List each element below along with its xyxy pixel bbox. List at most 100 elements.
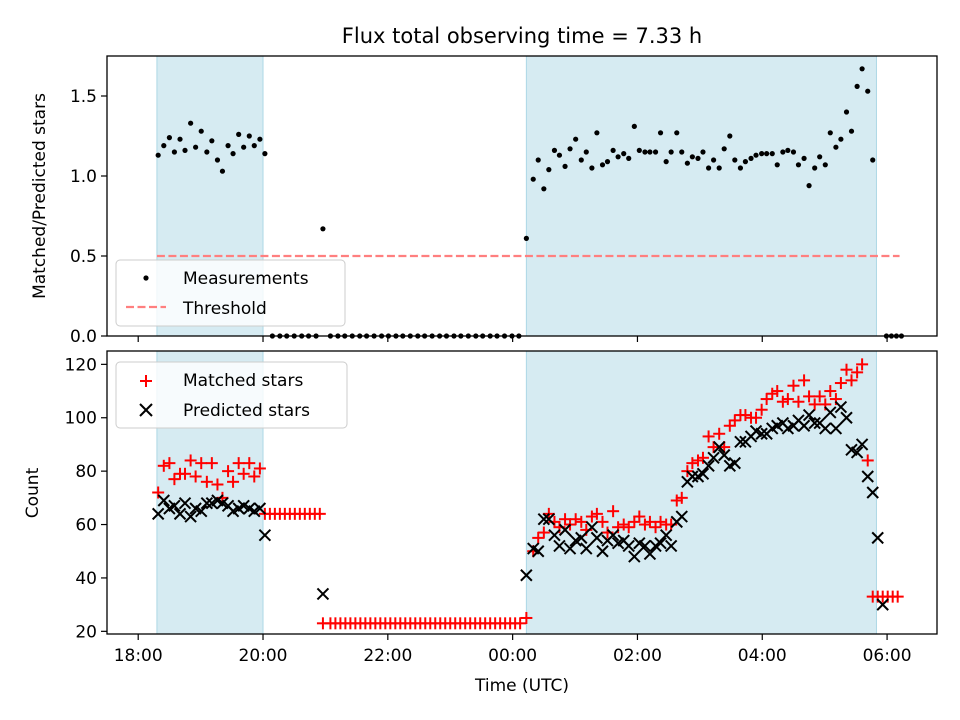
matched-star-point <box>195 457 208 470</box>
measurement-point <box>621 151 627 157</box>
predicted-star-point <box>808 416 821 430</box>
matched-star-point <box>222 465 235 478</box>
matched-star-point <box>728 414 741 427</box>
measurement-point <box>556 152 563 158</box>
matched-star-point <box>211 478 224 491</box>
predicted-star-point <box>675 510 688 523</box>
top-y-tick-label: 0.0 <box>70 327 97 347</box>
predicted-star-point <box>178 496 192 510</box>
matched-star-point <box>891 590 904 603</box>
predicted-star-point <box>596 545 609 558</box>
measurement-point <box>859 66 865 72</box>
measurement-point <box>230 151 236 157</box>
matched-star-point <box>840 363 853 376</box>
measurement-point <box>732 157 738 163</box>
matched-star-point <box>856 358 869 371</box>
matched-star-point <box>707 441 720 454</box>
matched-star-point <box>184 454 197 467</box>
measurement-point <box>594 130 600 136</box>
measurement-point <box>551 147 558 153</box>
matched-star-point <box>205 457 218 470</box>
matched-star-point <box>750 411 763 424</box>
predicted-star-point <box>195 504 208 518</box>
predicted-star-point <box>728 456 742 470</box>
measurement-point <box>198 128 204 134</box>
measurement-point <box>535 157 541 163</box>
bottom-y-tick-label: 120 <box>65 355 97 375</box>
bottom-y-tick-label: 80 <box>75 462 97 482</box>
measurement-point <box>626 155 632 161</box>
measurement-point <box>578 157 584 163</box>
measurement-point <box>636 147 642 153</box>
matched-star-point <box>861 454 874 467</box>
predicted-legend-label: Predicted stars <box>183 401 310 421</box>
predicted-star-point <box>755 427 768 440</box>
matched-star-point <box>755 403 768 416</box>
predicted-star-point <box>734 435 747 448</box>
matched-star-point <box>179 467 192 480</box>
measurement-point <box>562 163 568 169</box>
predicted-star-point <box>824 406 837 419</box>
measurement-point <box>759 151 765 157</box>
predicted-star-point <box>532 545 545 558</box>
measurement-point <box>236 131 242 137</box>
top-y-tick-label: 1.5 <box>70 87 97 107</box>
predicted-star-point <box>834 400 848 414</box>
measurement-point <box>615 154 621 160</box>
matched-star-point <box>654 515 667 528</box>
x-tick-label: 04:00 <box>738 646 787 666</box>
predicted-star-point <box>622 539 635 553</box>
matched-star-point <box>537 526 550 539</box>
measurement-point <box>320 226 326 232</box>
predicted-star-point <box>797 419 811 432</box>
measurement-point <box>817 154 823 160</box>
predicted-star-point <box>173 507 187 521</box>
measurement-point <box>610 147 616 153</box>
matched-star-point <box>787 379 800 392</box>
measurement-point <box>567 146 573 152</box>
predicted-star-point <box>802 408 816 422</box>
bottom-legend-box <box>115 361 348 429</box>
matched-star-point <box>686 457 699 470</box>
measurement-point <box>262 151 268 157</box>
predicted-star-point <box>829 422 843 435</box>
measurement-point <box>523 235 529 241</box>
matched-star-point <box>696 451 709 464</box>
measurement-point <box>827 130 833 136</box>
measurement-point <box>583 149 589 155</box>
measurement-point <box>241 144 247 150</box>
measurement-point <box>737 165 744 171</box>
x-tick-label: 20:00 <box>239 646 288 666</box>
measurement-point <box>171 149 177 155</box>
measurement-point <box>193 144 199 150</box>
matched-star-point <box>590 507 603 520</box>
top-y-tick-label: 0.5 <box>70 247 97 267</box>
predicted-star-point <box>654 537 667 550</box>
measurement-point <box>865 88 871 94</box>
bottom-legend: Matched stars Predicted stars <box>115 361 348 429</box>
predicted-star-point <box>558 523 572 537</box>
measurement-point <box>727 133 733 139</box>
predicted-star-point <box>871 531 884 545</box>
measurement-point <box>589 165 595 171</box>
top-legend-box <box>115 259 346 327</box>
measurement-point <box>684 160 690 166</box>
matched-star-point <box>575 515 588 528</box>
measurement-point <box>705 165 712 171</box>
matched-star-point <box>834 377 847 390</box>
measurement-point <box>657 130 664 136</box>
matched-star-point <box>739 409 752 422</box>
predicted-star-point <box>542 512 556 526</box>
predicted-star-point <box>553 539 566 553</box>
measurement-point <box>177 136 183 142</box>
measurement-point <box>833 144 839 150</box>
matched-legend-marker <box>140 375 152 387</box>
matched-star-point <box>157 459 170 472</box>
measurement-point <box>663 159 669 165</box>
predicted-star-point <box>520 569 533 582</box>
x-tick-label: 06:00 <box>863 646 912 666</box>
predicted-star-point <box>717 448 731 462</box>
measurement-point <box>209 138 215 144</box>
threshold-legend-label: Threshold <box>182 299 267 319</box>
predicted-star-point <box>563 542 577 555</box>
